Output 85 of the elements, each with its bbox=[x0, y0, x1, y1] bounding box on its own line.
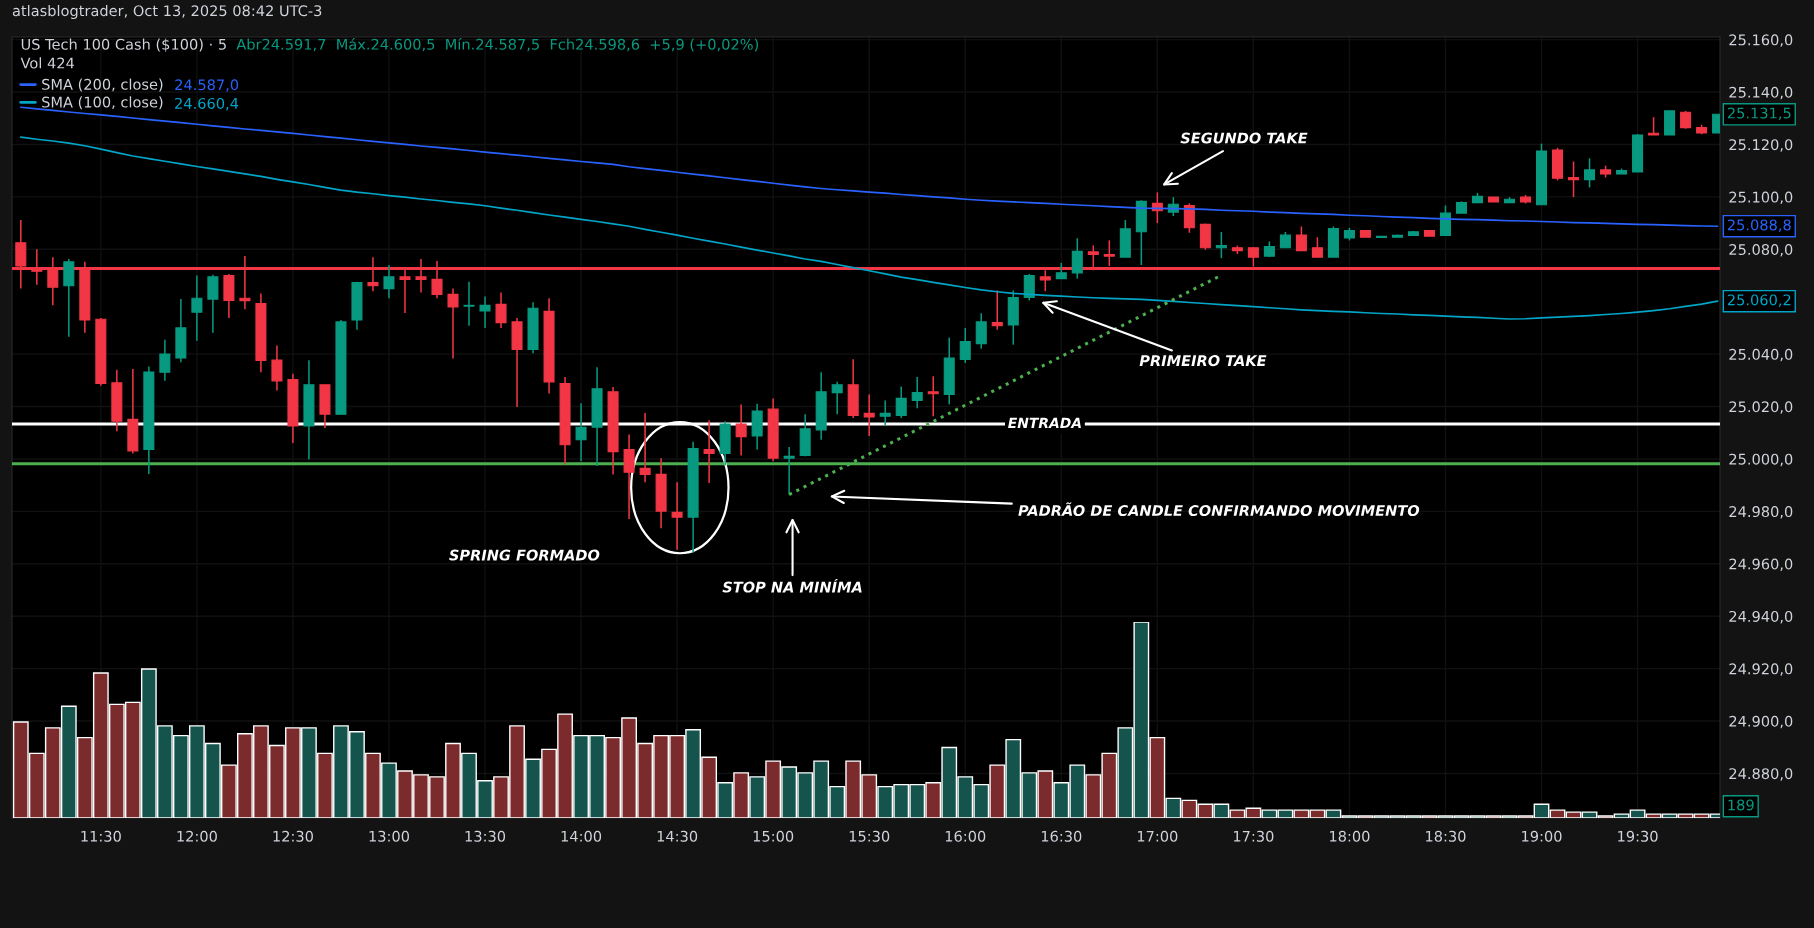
y-tick-label: 25.040,0 bbox=[1729, 348, 1793, 362]
x-tick-label: 19:00 bbox=[1522, 830, 1562, 842]
x-tick-label: 14:00 bbox=[561, 830, 602, 842]
candlestick bbox=[1568, 160, 1580, 198]
y-tick-label: 25.080,0 bbox=[1729, 244, 1793, 257]
x-tick-label: 12:00 bbox=[177, 830, 217, 842]
candlestick bbox=[975, 312, 987, 350]
candlestick bbox=[1183, 202, 1195, 234]
ref-line-label: ENTRADA bbox=[1008, 417, 1081, 428]
y-tick-label: 24.920,0 bbox=[1729, 663, 1793, 676]
candlestick bbox=[1439, 204, 1451, 237]
annotation: Vol 424 bbox=[20, 57, 75, 69]
x-tick-label: 11:30 bbox=[81, 830, 121, 842]
x-tick-label: 16:30 bbox=[1041, 830, 1082, 842]
candlestick bbox=[703, 419, 715, 484]
candlestick bbox=[383, 264, 395, 300]
y-tick-label: 24.900,0 bbox=[1729, 715, 1793, 729]
candlestick bbox=[191, 274, 203, 342]
x-tick-label: 18:30 bbox=[1426, 830, 1466, 842]
legend-label: SMA (100, close) bbox=[42, 96, 163, 110]
y-tick-label: 25.120,0 bbox=[1729, 139, 1793, 152]
y-tick-label: 25.000,0 bbox=[1729, 453, 1793, 467]
y-tick-label: 24.880,0 bbox=[1729, 768, 1793, 781]
annotation: PRIMEIRO TAKE bbox=[1139, 355, 1267, 367]
candlestick bbox=[911, 376, 923, 410]
y-tick-label: 24.960,0 bbox=[1729, 558, 1793, 572]
candlestick bbox=[863, 393, 875, 437]
candlestick bbox=[623, 433, 635, 520]
candlestick bbox=[927, 375, 939, 417]
candlestick bbox=[879, 399, 891, 426]
text: 189 bbox=[1728, 799, 1754, 811]
x-tick-label: 15:00 bbox=[753, 830, 794, 842]
candlestick bbox=[1584, 157, 1596, 189]
candlestick bbox=[991, 289, 1003, 331]
candlestick bbox=[671, 481, 683, 551]
x-tick-label: 19:30 bbox=[1618, 830, 1658, 842]
x-tick-label: 18:00 bbox=[1330, 830, 1370, 842]
legend-label: SMA (200, close) bbox=[42, 78, 163, 92]
candlestick bbox=[1023, 273, 1035, 302]
x-tick-label: 17:00 bbox=[1137, 830, 1178, 842]
candlestick bbox=[735, 403, 747, 457]
candlestick bbox=[207, 273, 219, 334]
candlestick bbox=[639, 412, 651, 484]
candlestick bbox=[1295, 225, 1307, 252]
y-tick-label: 25.100,0 bbox=[1729, 191, 1793, 205]
candlestick bbox=[463, 281, 475, 327]
x-tick-label: 12:30 bbox=[273, 830, 313, 842]
candlestick bbox=[447, 287, 459, 360]
text: 25.131,5 bbox=[1727, 107, 1791, 121]
x-tick-label: 14:30 bbox=[657, 830, 698, 842]
chart-subtitle: Abr24.591,7 Máx.24.600,5 Mín.24.587,5 Fch24.598,6 +5,9 (+0,02%) bbox=[236, 37, 759, 52]
candlestick bbox=[1311, 236, 1323, 258]
candlestick bbox=[1215, 231, 1227, 259]
candlestick bbox=[783, 446, 795, 496]
text: atlasblogtrader, Oct 13, 2025 08:42 UTC-3 bbox=[12, 4, 322, 20]
annotation: SPRING FORMADO bbox=[449, 549, 600, 561]
y-tick-label: 25.160,0 bbox=[1729, 34, 1793, 47]
candlestick bbox=[63, 258, 75, 338]
candlestick bbox=[479, 295, 491, 329]
x-tick-label: 13:00 bbox=[369, 830, 410, 842]
candlestick bbox=[1071, 237, 1083, 280]
candlestick bbox=[159, 338, 171, 382]
annotation: PADRÃO DE CANDLE CONFIRMANDO MOVIMENTO bbox=[1018, 502, 1420, 517]
x-tick-label: 15:30 bbox=[849, 830, 890, 842]
chart-title: US Tech 100 Cash ($100) · 5 bbox=[21, 38, 226, 52]
y-tick-label: 25.020,0 bbox=[1729, 401, 1793, 414]
y-tick-label: 25.140,0 bbox=[1729, 86, 1793, 100]
text: 25.088,8 bbox=[1727, 219, 1791, 232]
x-tick-label: 17:30 bbox=[1233, 830, 1274, 842]
candlestick bbox=[271, 344, 283, 392]
annotation: 24.660,4 bbox=[175, 97, 239, 111]
x-tick-label: 13:30 bbox=[465, 830, 506, 842]
y-tick-label: 24.980,0 bbox=[1729, 506, 1793, 519]
y-tick-label: 24.940,0 bbox=[1729, 610, 1793, 624]
annotation: STOP NA MINÍMA bbox=[722, 578, 862, 593]
candlestick bbox=[495, 291, 507, 329]
annotation: SEGUNDO TAKE bbox=[1180, 132, 1308, 144]
text: 25.060,2 bbox=[1727, 294, 1791, 307]
candlestick bbox=[831, 380, 843, 415]
candlestick bbox=[575, 402, 587, 463]
candlestick bbox=[895, 385, 907, 419]
candlestick bbox=[1199, 222, 1211, 251]
annotation: 24.587,0 bbox=[175, 79, 239, 92]
candlestick bbox=[959, 327, 971, 364]
x-tick-label: 16:00 bbox=[945, 830, 986, 842]
